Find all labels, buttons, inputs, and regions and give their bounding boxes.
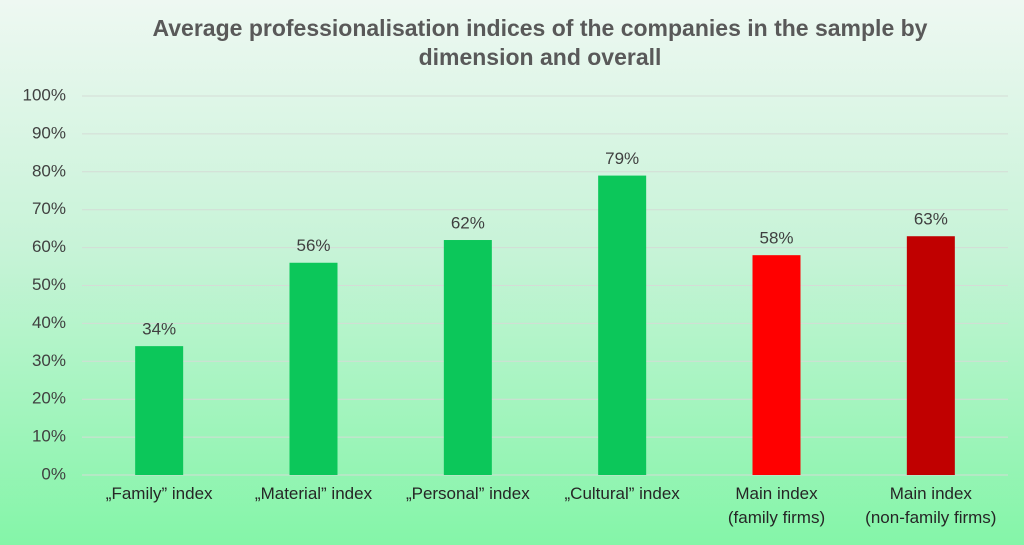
- x-tick-label: Main index (non-family firms): [865, 484, 997, 527]
- y-tick-label: 50%: [32, 275, 66, 294]
- y-tick-label: 100%: [23, 85, 66, 104]
- y-tick-label: 30%: [32, 351, 66, 370]
- x-tick-label: „Cultural” index: [564, 484, 680, 503]
- value-label: 58%: [759, 229, 793, 248]
- value-label: 62%: [451, 214, 485, 233]
- value-label: 63%: [914, 210, 948, 229]
- bar: [443, 240, 492, 475]
- y-tick-label: 20%: [32, 389, 66, 408]
- y-tick-label: 80%: [32, 161, 66, 180]
- y-tick-label: 60%: [32, 237, 66, 256]
- bar: [906, 236, 955, 475]
- x-tick-label: „Family” index: [105, 484, 213, 503]
- bar: [598, 175, 647, 475]
- bar: [752, 255, 801, 475]
- y-tick-label: 0%: [41, 464, 66, 483]
- y-tick-label: 90%: [32, 123, 66, 142]
- chart-title: Average professionalisation indices of t…: [152, 15, 928, 70]
- bar: [289, 262, 338, 475]
- value-label: 34%: [142, 320, 176, 339]
- y-tick-label: 70%: [32, 199, 66, 218]
- y-tick-label: 40%: [32, 313, 66, 332]
- x-tick-label: „Personal” index: [405, 484, 530, 503]
- bar: [135, 346, 184, 475]
- x-tick-label: „Material” index: [254, 484, 373, 503]
- x-tick-label: Main index (family firms): [727, 484, 826, 527]
- y-tick-label: 10%: [32, 427, 66, 446]
- value-label: 79%: [605, 149, 639, 168]
- value-label: 56%: [296, 236, 330, 255]
